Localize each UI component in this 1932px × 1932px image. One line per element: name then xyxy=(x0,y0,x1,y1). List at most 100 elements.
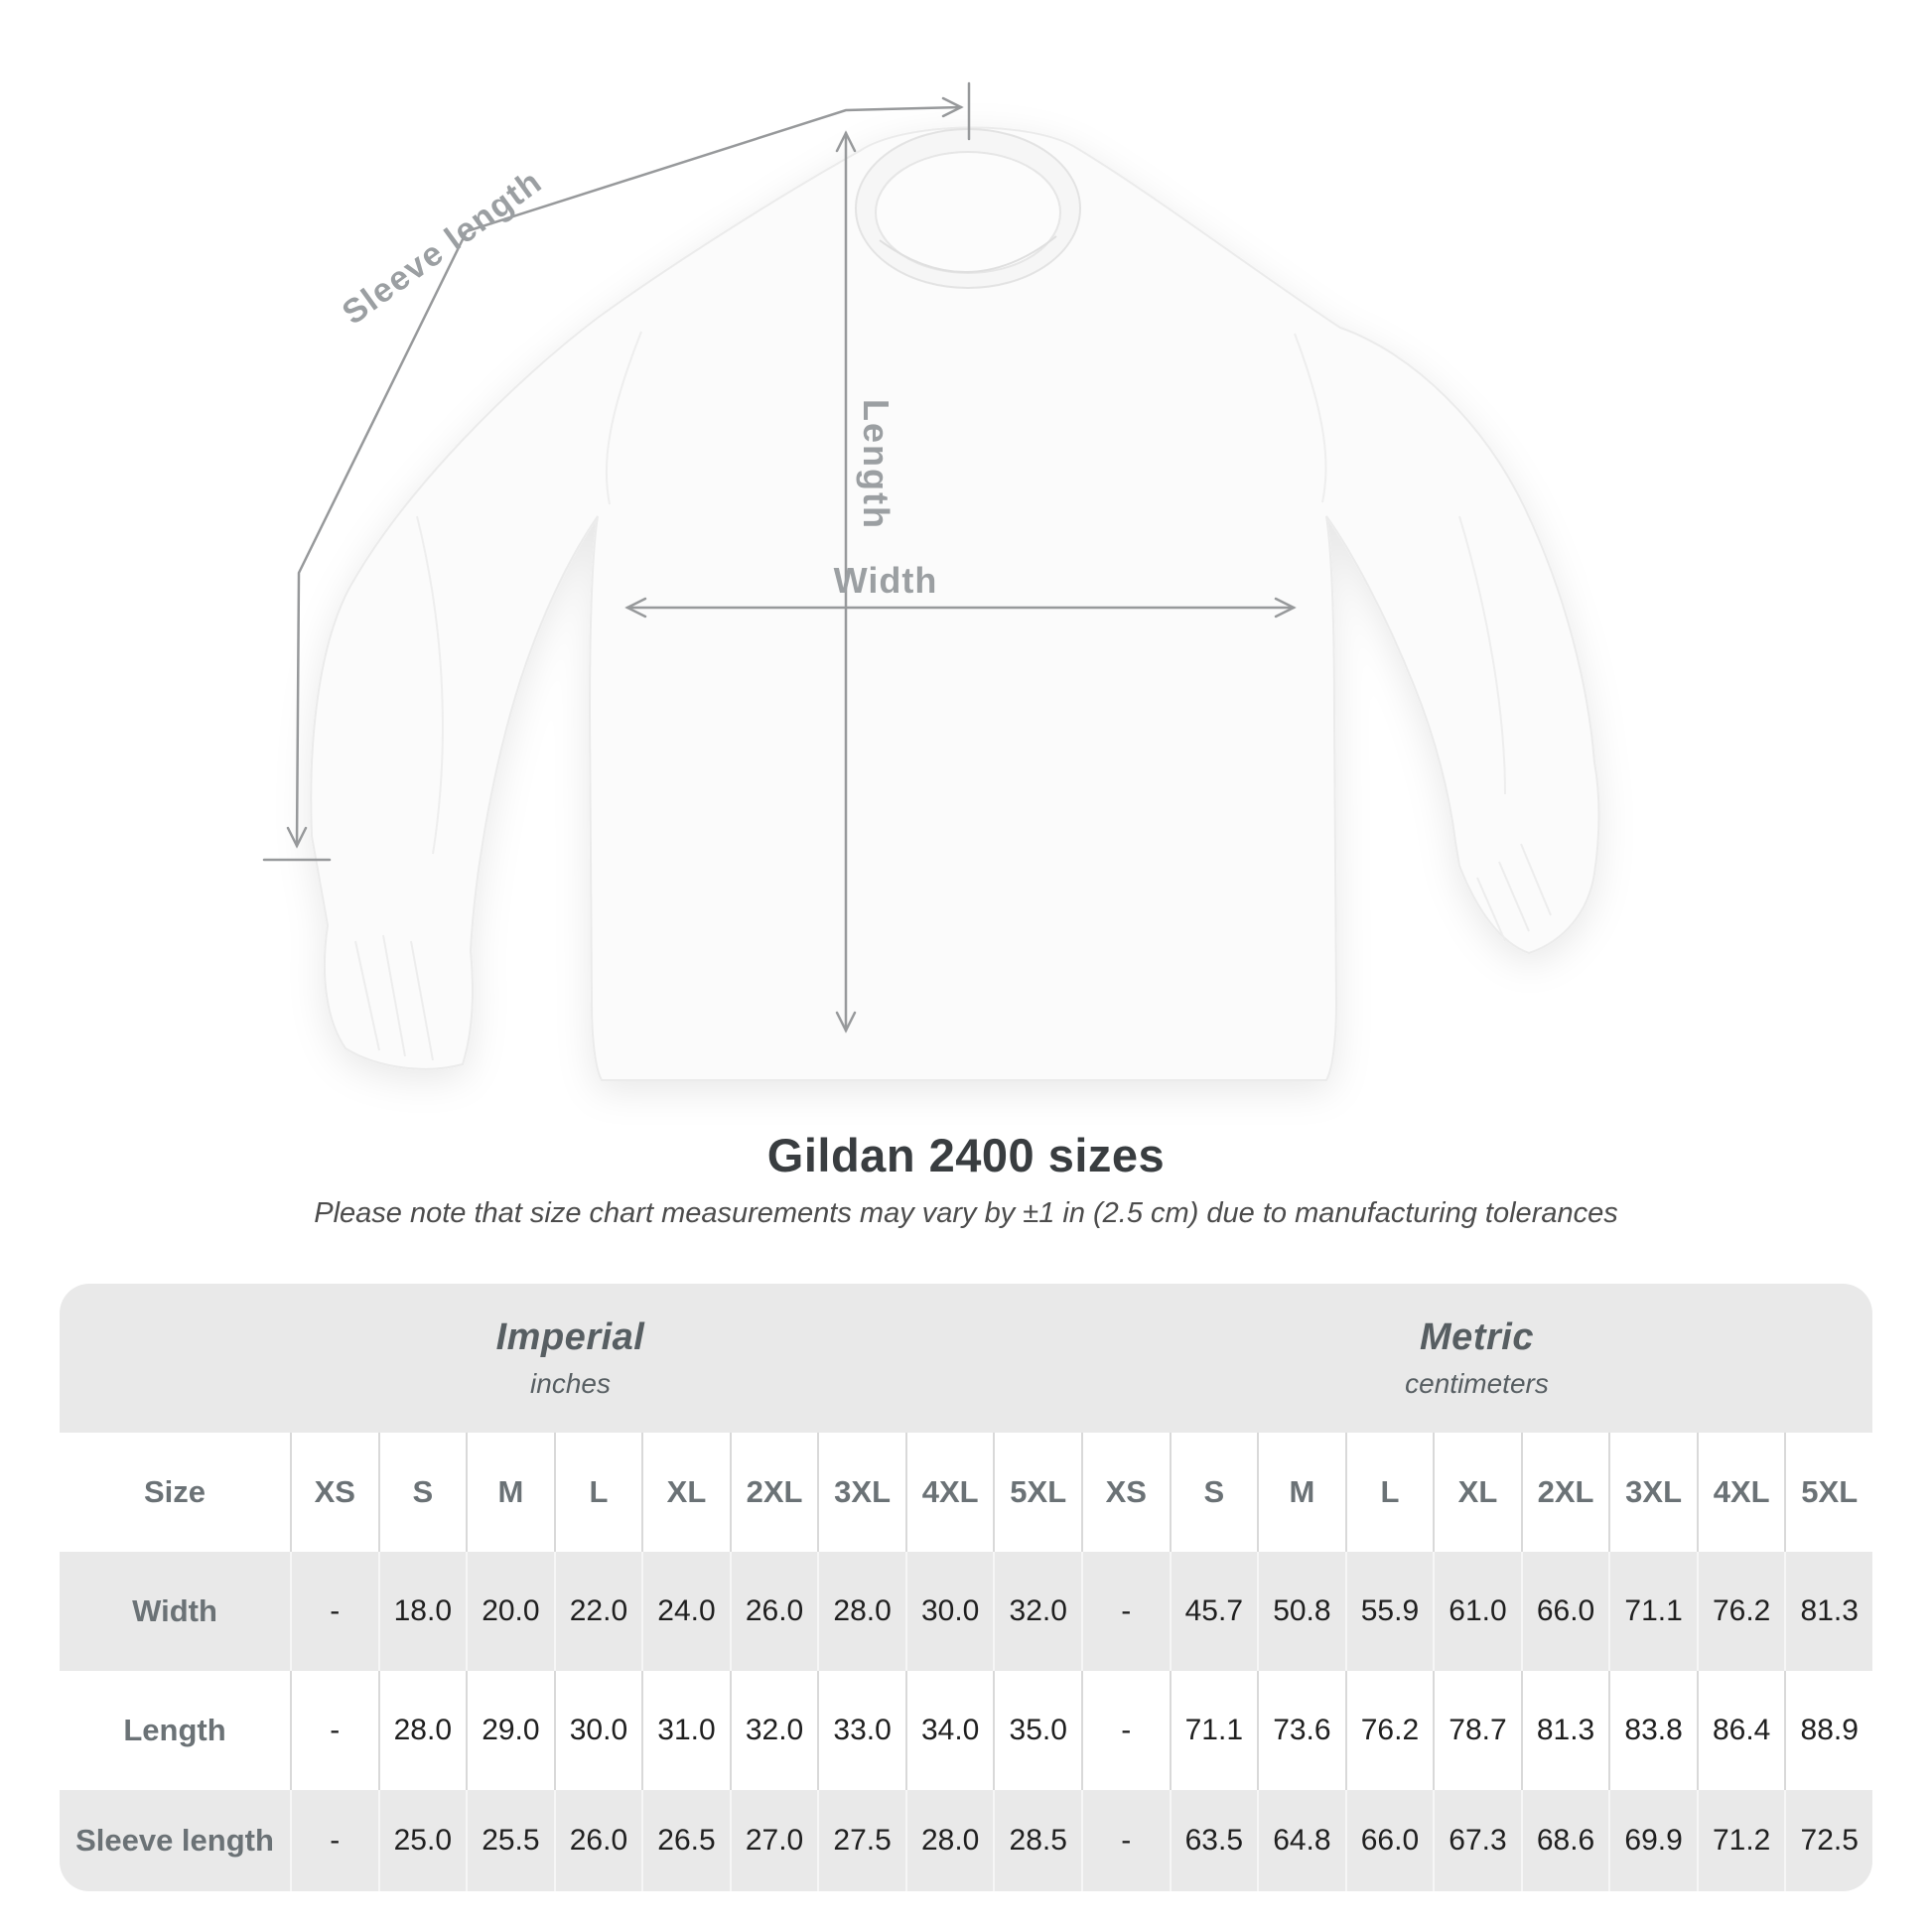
value-cell: 81.3 xyxy=(1520,1671,1609,1790)
value-cell: 45.7 xyxy=(1169,1552,1258,1671)
value-cell: - xyxy=(1081,1552,1170,1671)
size-header-cell: S xyxy=(377,1433,467,1552)
table-row-width: Width - 18.0 20.0 22.0 24.0 26.0 28.0 30… xyxy=(60,1552,1872,1671)
size-header-cell: L xyxy=(553,1433,642,1552)
arrow-down-icon xyxy=(286,826,308,849)
value-cell: 26.5 xyxy=(641,1790,730,1891)
value-cell: 28.5 xyxy=(993,1790,1081,1891)
page-title: Gildan 2400 sizes xyxy=(766,1129,1166,1181)
collar-shadow-arc xyxy=(879,235,1057,273)
size-header-cell: M xyxy=(1257,1433,1345,1552)
value-cell: 29.0 xyxy=(466,1671,554,1790)
value-cell: 86.4 xyxy=(1696,1671,1785,1790)
row-label: Width xyxy=(132,1593,217,1628)
length-label: Length xyxy=(856,399,897,530)
value-cell: 83.8 xyxy=(1608,1671,1697,1790)
imperial-header: Imperial inches xyxy=(60,1284,1081,1433)
value-cell: 78.7 xyxy=(1433,1671,1521,1790)
value-cell: 76.2 xyxy=(1696,1552,1785,1671)
length-line xyxy=(835,130,857,1034)
arrow-up-icon xyxy=(835,130,857,153)
size-header-cell: 2XL xyxy=(729,1433,818,1552)
size-header-cell: L xyxy=(1344,1433,1434,1552)
value-cell: 22.0 xyxy=(553,1552,642,1671)
value-cell: 30.0 xyxy=(553,1671,642,1790)
value-cell: 64.8 xyxy=(1257,1790,1345,1891)
size-header-cell: XS xyxy=(1081,1433,1170,1552)
row-label: Length xyxy=(123,1713,226,1747)
metric-header: Metric centimeters xyxy=(1081,1284,1872,1433)
size-header-cell: XL xyxy=(1433,1433,1521,1552)
size-header-cell: M xyxy=(466,1433,554,1552)
value-cell: 63.5 xyxy=(1169,1790,1258,1891)
size-header-cell: 5XL xyxy=(993,1433,1081,1552)
width-line xyxy=(624,597,1297,619)
value-cell: 28.0 xyxy=(377,1671,467,1790)
value-cell: 76.2 xyxy=(1344,1671,1434,1790)
value-cell: 18.0 xyxy=(377,1552,467,1671)
value-cell: 50.8 xyxy=(1257,1552,1345,1671)
size-header-cell: 3XL xyxy=(1608,1433,1697,1552)
size-header-cell: XL xyxy=(641,1433,730,1552)
value-cell: 20.0 xyxy=(466,1552,554,1671)
value-cell: 68.6 xyxy=(1520,1790,1609,1891)
arrow-right-icon xyxy=(1274,597,1297,619)
value-cell: 28.0 xyxy=(817,1552,905,1671)
imperial-title: Imperial xyxy=(495,1316,645,1358)
value-cell: 24.0 xyxy=(641,1552,730,1671)
value-cell: - xyxy=(290,1671,378,1790)
metric-title: Metric xyxy=(1420,1316,1534,1358)
shirt-measurement-diagram: Sleeve length Length Width xyxy=(262,81,1600,1081)
value-cell: 71.1 xyxy=(1608,1552,1697,1671)
value-cell: 72.5 xyxy=(1784,1790,1872,1891)
value-cell: 66.0 xyxy=(1520,1552,1609,1671)
row-label: Sleeve length xyxy=(75,1823,274,1858)
value-cell: - xyxy=(290,1790,378,1891)
cuff-rib-lines xyxy=(354,843,1552,1061)
value-cell: 69.9 xyxy=(1608,1790,1697,1891)
value-cell: 28.0 xyxy=(904,1790,994,1891)
value-cell: 34.0 xyxy=(904,1671,994,1790)
value-cell: 71.1 xyxy=(1169,1671,1258,1790)
size-header-cell: 5XL xyxy=(1784,1433,1872,1552)
value-cell: 27.5 xyxy=(817,1790,905,1891)
arrow-down-icon xyxy=(835,1011,857,1034)
value-cell: 30.0 xyxy=(904,1552,994,1671)
sleeve-length-label: Sleeve length xyxy=(336,163,549,333)
value-cell: 26.0 xyxy=(553,1790,642,1891)
size-header-cell: XS xyxy=(290,1433,378,1552)
value-cell: 55.9 xyxy=(1344,1552,1434,1671)
value-cell: 67.3 xyxy=(1433,1790,1521,1891)
size-header-cell: 2XL xyxy=(1520,1433,1609,1552)
metric-subtitle: centimeters xyxy=(1405,1368,1549,1399)
sleeve-length-line xyxy=(262,81,971,862)
size-header-cell: S xyxy=(1169,1433,1258,1552)
value-cell: 26.0 xyxy=(729,1552,818,1671)
size-header-row: Size XS S M L XL 2XL 3XL 4XL 5XL XS S M … xyxy=(60,1433,1872,1552)
value-cell: - xyxy=(1081,1790,1170,1891)
width-label: Width xyxy=(834,560,938,601)
arrow-left-icon xyxy=(624,597,647,619)
value-cell: 32.0 xyxy=(729,1671,818,1790)
value-cell: 32.0 xyxy=(993,1552,1081,1671)
value-cell: 66.0 xyxy=(1344,1790,1434,1891)
value-cell: 61.0 xyxy=(1433,1552,1521,1671)
value-cell: - xyxy=(290,1552,378,1671)
value-cell: 27.0 xyxy=(729,1790,818,1891)
size-header-cell: 4XL xyxy=(1696,1433,1785,1552)
size-column-header: Size xyxy=(143,1474,207,1509)
long-sleeve-shirt-illustration xyxy=(310,126,1600,1081)
value-cell: 71.2 xyxy=(1696,1790,1785,1891)
value-cell: 81.3 xyxy=(1784,1552,1872,1671)
shirt-silhouette xyxy=(310,126,1600,1081)
size-header-cell: 3XL xyxy=(817,1433,905,1552)
size-header-cell: 4XL xyxy=(904,1433,994,1552)
table-row-sleeve-length: Sleeve length - 25.0 25.5 26.0 26.5 27.0… xyxy=(60,1790,1872,1891)
unit-header-band: Imperial inches Metric centimeters xyxy=(60,1284,1872,1433)
value-cell: 25.0 xyxy=(377,1790,467,1891)
value-cell: 31.0 xyxy=(641,1671,730,1790)
page-subtitle: Please note that size chart measurements… xyxy=(314,1197,1618,1229)
table-row-length: Length - 28.0 29.0 30.0 31.0 32.0 33.0 3… xyxy=(60,1671,1872,1790)
value-cell: 73.6 xyxy=(1257,1671,1345,1790)
